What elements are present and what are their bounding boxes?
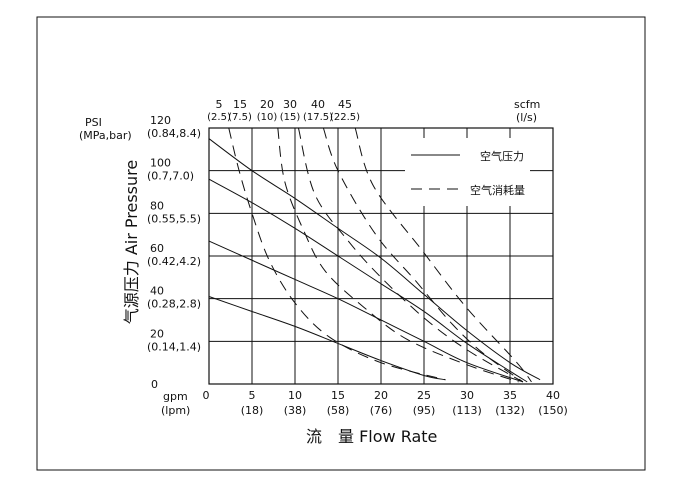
legend-label-pressure: 空气压力 (480, 149, 524, 163)
y-tick-label: 40 (150, 285, 164, 298)
x-tick-sublabel: (76) (370, 404, 393, 417)
air-pressure-curve-2 (208, 240, 524, 383)
air-pressure-curve-1 (208, 178, 528, 383)
top-axis-sublabel: (22.5) (330, 112, 360, 123)
top-axis-sublabel: (2.5) (207, 112, 231, 123)
legend-label-consumption: 空气消耗量 (470, 183, 525, 197)
top-axis-label: 20 (260, 98, 274, 111)
legend-box (405, 138, 530, 206)
tick-labels: 0 5 (18) 10 (38) 15 (58) 20 (76) 25 (95) 30 (113) 35 (… (147, 98, 568, 417)
x-tick-label: 25 (417, 389, 431, 402)
curves (208, 127, 541, 383)
y-tick-sublabel: (0.14,1.4) (147, 340, 201, 353)
air-consumption-curve-4 (228, 127, 446, 381)
x-unit-gpm: gpm (163, 390, 188, 403)
x-tick-label: 10 (288, 389, 302, 402)
air-consumption-curve-8 (354, 127, 532, 383)
top-axis-label: 40 (311, 98, 325, 111)
y-axis-title: 气源压力 Air Pressure (122, 160, 141, 324)
y-tick-label: 80 (150, 199, 164, 212)
top-axis-label: 30 (283, 98, 297, 111)
x-tick-sublabel: (38) (284, 404, 307, 417)
air-consumption-curve-7 (322, 127, 524, 383)
air-pressure-curve-3 (208, 296, 446, 381)
x-tick-label: 15 (331, 389, 345, 402)
top-axis-sublabel: (17.5) (303, 112, 333, 123)
x-tick-label: 35 (503, 389, 517, 402)
top-unit-scfm: scfm (514, 98, 540, 111)
y-tick-sublabel: (0.42,4.2) (147, 255, 201, 268)
top-unit-ls: (l/s) (516, 111, 537, 124)
top-axis-label: 15 (233, 98, 247, 111)
x-tick-sublabel: (132) (495, 404, 525, 417)
x-tick-sublabel: (95) (413, 404, 436, 417)
x-tick-sublabel: (113) (452, 404, 482, 417)
x-axis-title: 流 量 Flow Rate (306, 427, 437, 446)
top-axis-sublabel: (10) (257, 112, 278, 123)
y-tick-sublabel: (0.84,8.4) (147, 127, 201, 140)
x-tick-sublabel: (58) (327, 404, 350, 417)
y-tick-sublabel: (0.7,7.0) (147, 170, 194, 183)
x-tick-label: 0 (203, 389, 210, 402)
x-tick-label: 20 (374, 389, 388, 402)
outer-frame (36, 16, 646, 471)
y-tick-label: 60 (150, 242, 164, 255)
y-tick-sublabel: (0.55,5.5) (147, 212, 201, 225)
y-tick-label: 120 (150, 114, 171, 127)
y-unit-mpa-bar: (MPa,bar) (79, 129, 132, 142)
top-axis-label: 5 (216, 98, 223, 111)
air-pressure-curve-0 (208, 138, 541, 381)
top-axis-sublabel: (7.5) (228, 112, 252, 123)
x-tick-label: 5 (249, 389, 256, 402)
y-unit-psi: PSI (85, 116, 102, 129)
top-axis-label: 45 (338, 98, 352, 111)
x-tick-label: 40 (546, 389, 560, 402)
y-tick-label: 0 (151, 378, 158, 391)
y-tick-sublabel: (0.28,2.8) (147, 298, 201, 311)
x-unit-lpm: (lpm) (161, 404, 190, 417)
legend: 空气压力 空气消耗量 (405, 138, 530, 206)
x-tick-sublabel: (150) (538, 404, 568, 417)
x-tick-sublabel: (18) (241, 404, 264, 417)
x-tick-label: 30 (460, 389, 474, 402)
top-axis-sublabel: (15) (280, 112, 301, 123)
y-tick-label: 100 (150, 157, 171, 170)
air-consumption-curve-5 (277, 127, 519, 383)
y-tick-label: 20 (150, 327, 164, 340)
